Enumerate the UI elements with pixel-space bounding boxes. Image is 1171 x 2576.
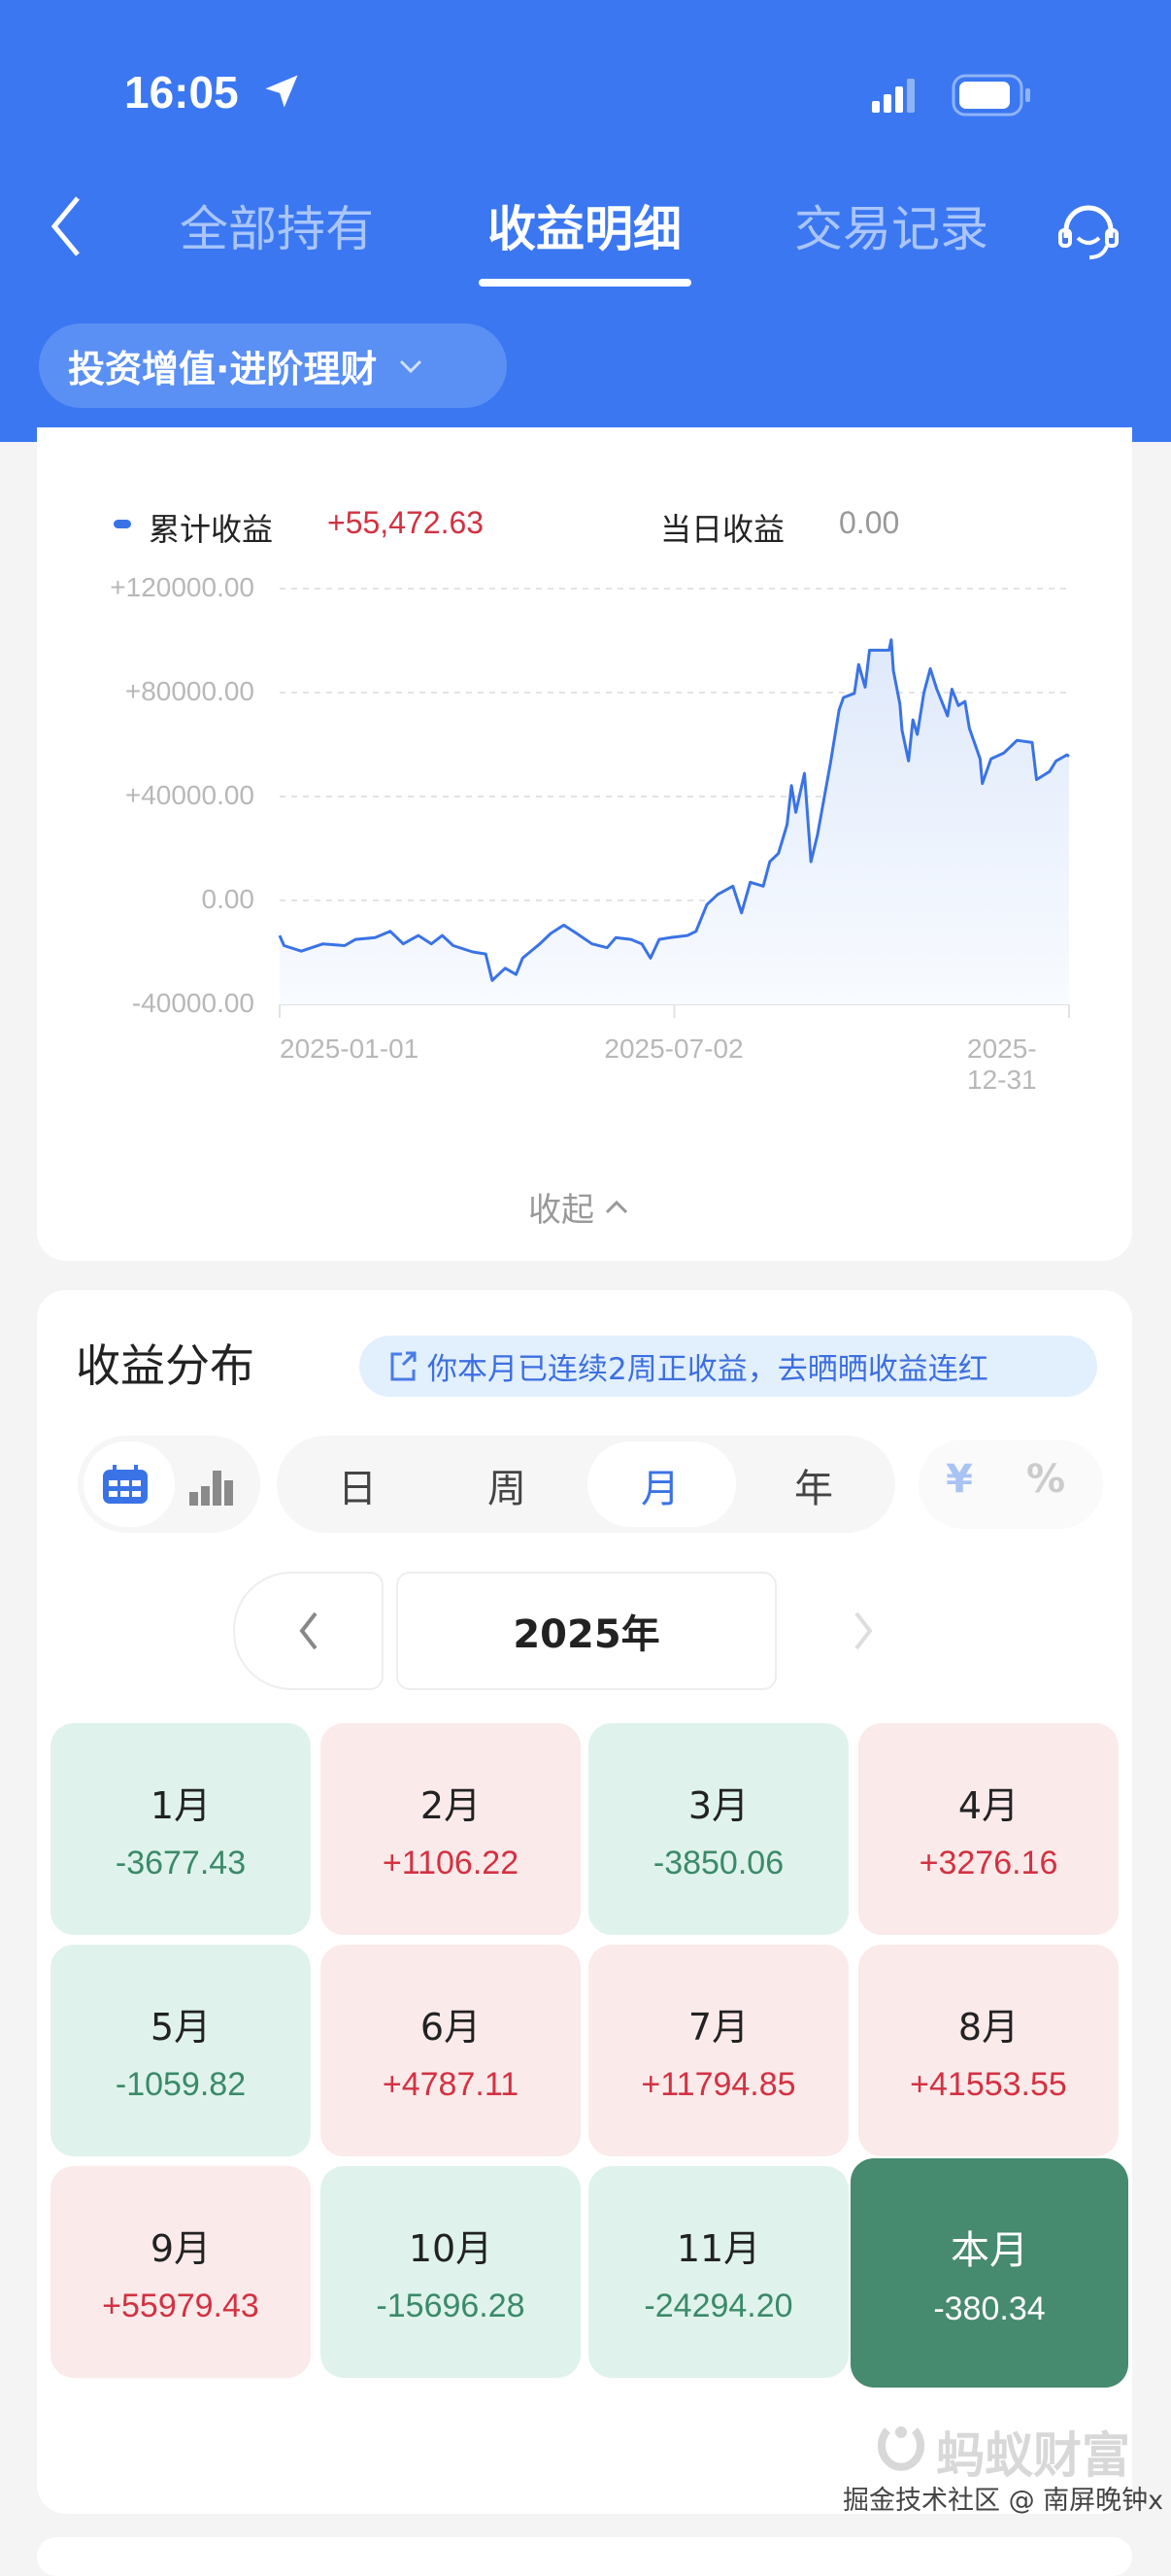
active-tab-indicator — [479, 279, 691, 287]
unit-yuan[interactable]: ¥ — [946, 1457, 973, 1502]
signal-icon — [872, 79, 915, 113]
unit-percent[interactable]: % — [1025, 1457, 1066, 1502]
month-value: +1106.22 — [382, 1845, 519, 1881]
product-selector[interactable]: 投资增值·进阶理财 — [39, 323, 507, 408]
month-value: +4787.11 — [382, 2066, 519, 2103]
month-cell[interactable]: 4月 +3276.16 — [858, 1723, 1119, 1935]
month-value: +55979.43 — [102, 2288, 259, 2324]
y-tick-label: 0.00 — [201, 884, 255, 914]
next-card — [37, 2537, 1132, 2576]
month-value: -15696.28 — [376, 2288, 525, 2324]
year-display[interactable]: 2025年 — [396, 1572, 777, 1690]
month-cell[interactable]: 6月 +4787.11 — [320, 1945, 581, 2156]
month-value: +11794.85 — [641, 2066, 796, 2103]
month-cell[interactable]: 5月 -1059.82 — [50, 1945, 311, 2156]
share-icon — [390, 1351, 417, 1380]
watermark-logo-text: 蚂蚁财富 — [936, 2427, 1130, 2484]
period-segment — [277, 1436, 895, 1533]
distribution-title: 收益分布 — [76, 1339, 254, 1392]
daily-label: 当日收益 — [660, 511, 786, 548]
cumulative-label: 累计收益 — [149, 511, 274, 548]
location-arrow-icon — [265, 75, 298, 108]
period-day[interactable]: 日 — [338, 1467, 377, 1511]
y-tick-label: -40000.00 — [131, 988, 254, 1018]
month-value: -380.34 — [933, 2289, 1046, 2327]
ant-fortune-logo-icon — [878, 2426, 924, 2471]
streak-banner-text: 你本月已连续2周正收益，去晒晒收益连红 — [427, 1352, 988, 1387]
month-label: 2月 — [419, 1784, 482, 1827]
month-value: +3276.16 — [919, 1845, 1058, 1881]
period-month[interactable]: 月 — [641, 1467, 680, 1511]
tab-transactions[interactable]: 交易记录 — [794, 201, 988, 257]
y-tick-label: +80000.00 — [124, 676, 254, 706]
daily-value: 0.00 — [839, 505, 900, 540]
period-week[interactable]: 周 — [487, 1467, 526, 1511]
month-cell[interactable]: 8月 +41553.55 — [858, 1945, 1119, 2156]
chevron-down-icon — [400, 359, 422, 373]
chevron-left-icon — [298, 1611, 318, 1650]
battery-icon — [952, 74, 1030, 117]
month-cell[interactable]: 7月 +11794.85 — [588, 1945, 849, 2156]
collapse-button[interactable]: 收起 — [528, 1183, 629, 1231]
period-year[interactable]: 年 — [794, 1467, 833, 1511]
x-tick-label: 2025-07-02 — [604, 1034, 744, 1064]
month-value: -1059.82 — [115, 2066, 247, 2103]
month-label: 11月 — [676, 2227, 761, 2270]
next-year-chevron-icon[interactable] — [849, 1610, 878, 1652]
month-value: -3850.06 — [652, 1845, 785, 1881]
bar-chart-icon[interactable] — [187, 1467, 236, 1506]
month-cell[interactable]: 2月 +1106.22 — [320, 1723, 581, 1935]
month-label: 10月 — [408, 2227, 493, 2270]
month-label: 3月 — [687, 1784, 750, 1827]
month-label: 5月 — [150, 2006, 212, 2049]
month-value: -24294.20 — [644, 2288, 793, 2324]
month-cell[interactable]: 3月 -3850.06 — [588, 1723, 849, 1935]
month-label: 8月 — [957, 2006, 1020, 2049]
calendar-icon[interactable] — [101, 1465, 150, 1506]
x-tick-label: 2025-01-01 — [280, 1034, 419, 1064]
month-label: 4月 — [957, 1784, 1020, 1827]
month-label: 9月 — [150, 2227, 212, 2270]
earnings-line-chart — [278, 588, 1070, 1018]
month-cell[interactable]: 本月 -380.34 — [851, 2158, 1128, 2388]
status-time: 16:05 — [124, 67, 239, 118]
month-label: 本月 — [951, 2227, 1028, 2273]
series-line — [278, 638, 1070, 982]
month-cell[interactable]: 9月 +55979.43 — [50, 2166, 311, 2378]
legend-marker — [114, 520, 131, 528]
tab-all-holdings[interactable]: 全部持有 — [180, 201, 374, 257]
x-tick-label: 2025-12-31 — [967, 1034, 1037, 1095]
headset-icon[interactable] — [1056, 199, 1121, 263]
cumulative-value: +55,472.63 — [327, 505, 485, 540]
month-cell[interactable]: 1月 -3677.43 — [50, 1723, 311, 1935]
series-area — [280, 639, 1069, 1004]
month-value: +41553.55 — [910, 2066, 1067, 2103]
collapse-label: 收起 — [528, 1191, 594, 1230]
product-selector-label: 投资增值·进阶理财 — [68, 348, 378, 390]
prev-year-button[interactable] — [233, 1572, 384, 1690]
month-label: 1月 — [150, 1784, 212, 1827]
watermark-logo: 蚂蚁财富 — [874, 2417, 1130, 2487]
watermark-credit: 掘金技术社区 @ 南屏晚钟x — [843, 2486, 1164, 2516]
streak-share-banner[interactable]: 你本月已连续2周正收益，去晒晒收益连红 — [359, 1336, 1097, 1397]
chevron-up-icon — [605, 1200, 628, 1213]
month-value: -3677.43 — [115, 1845, 247, 1881]
month-cell[interactable]: 11月 -24294.20 — [588, 2166, 849, 2378]
active-period-highlight — [587, 1441, 736, 1527]
month-cell[interactable]: 10月 -15696.28 — [320, 2166, 581, 2378]
month-label: 6月 — [419, 2006, 482, 2049]
y-tick-label: +40000.00 — [124, 780, 254, 810]
unit-toggle — [919, 1440, 1103, 1529]
month-label: 7月 — [687, 2006, 750, 2049]
y-tick-label: +120000.00 — [110, 572, 254, 602]
tab-earnings-detail[interactable]: 收益明细 — [487, 201, 682, 257]
back-chevron-icon[interactable] — [45, 194, 89, 258]
